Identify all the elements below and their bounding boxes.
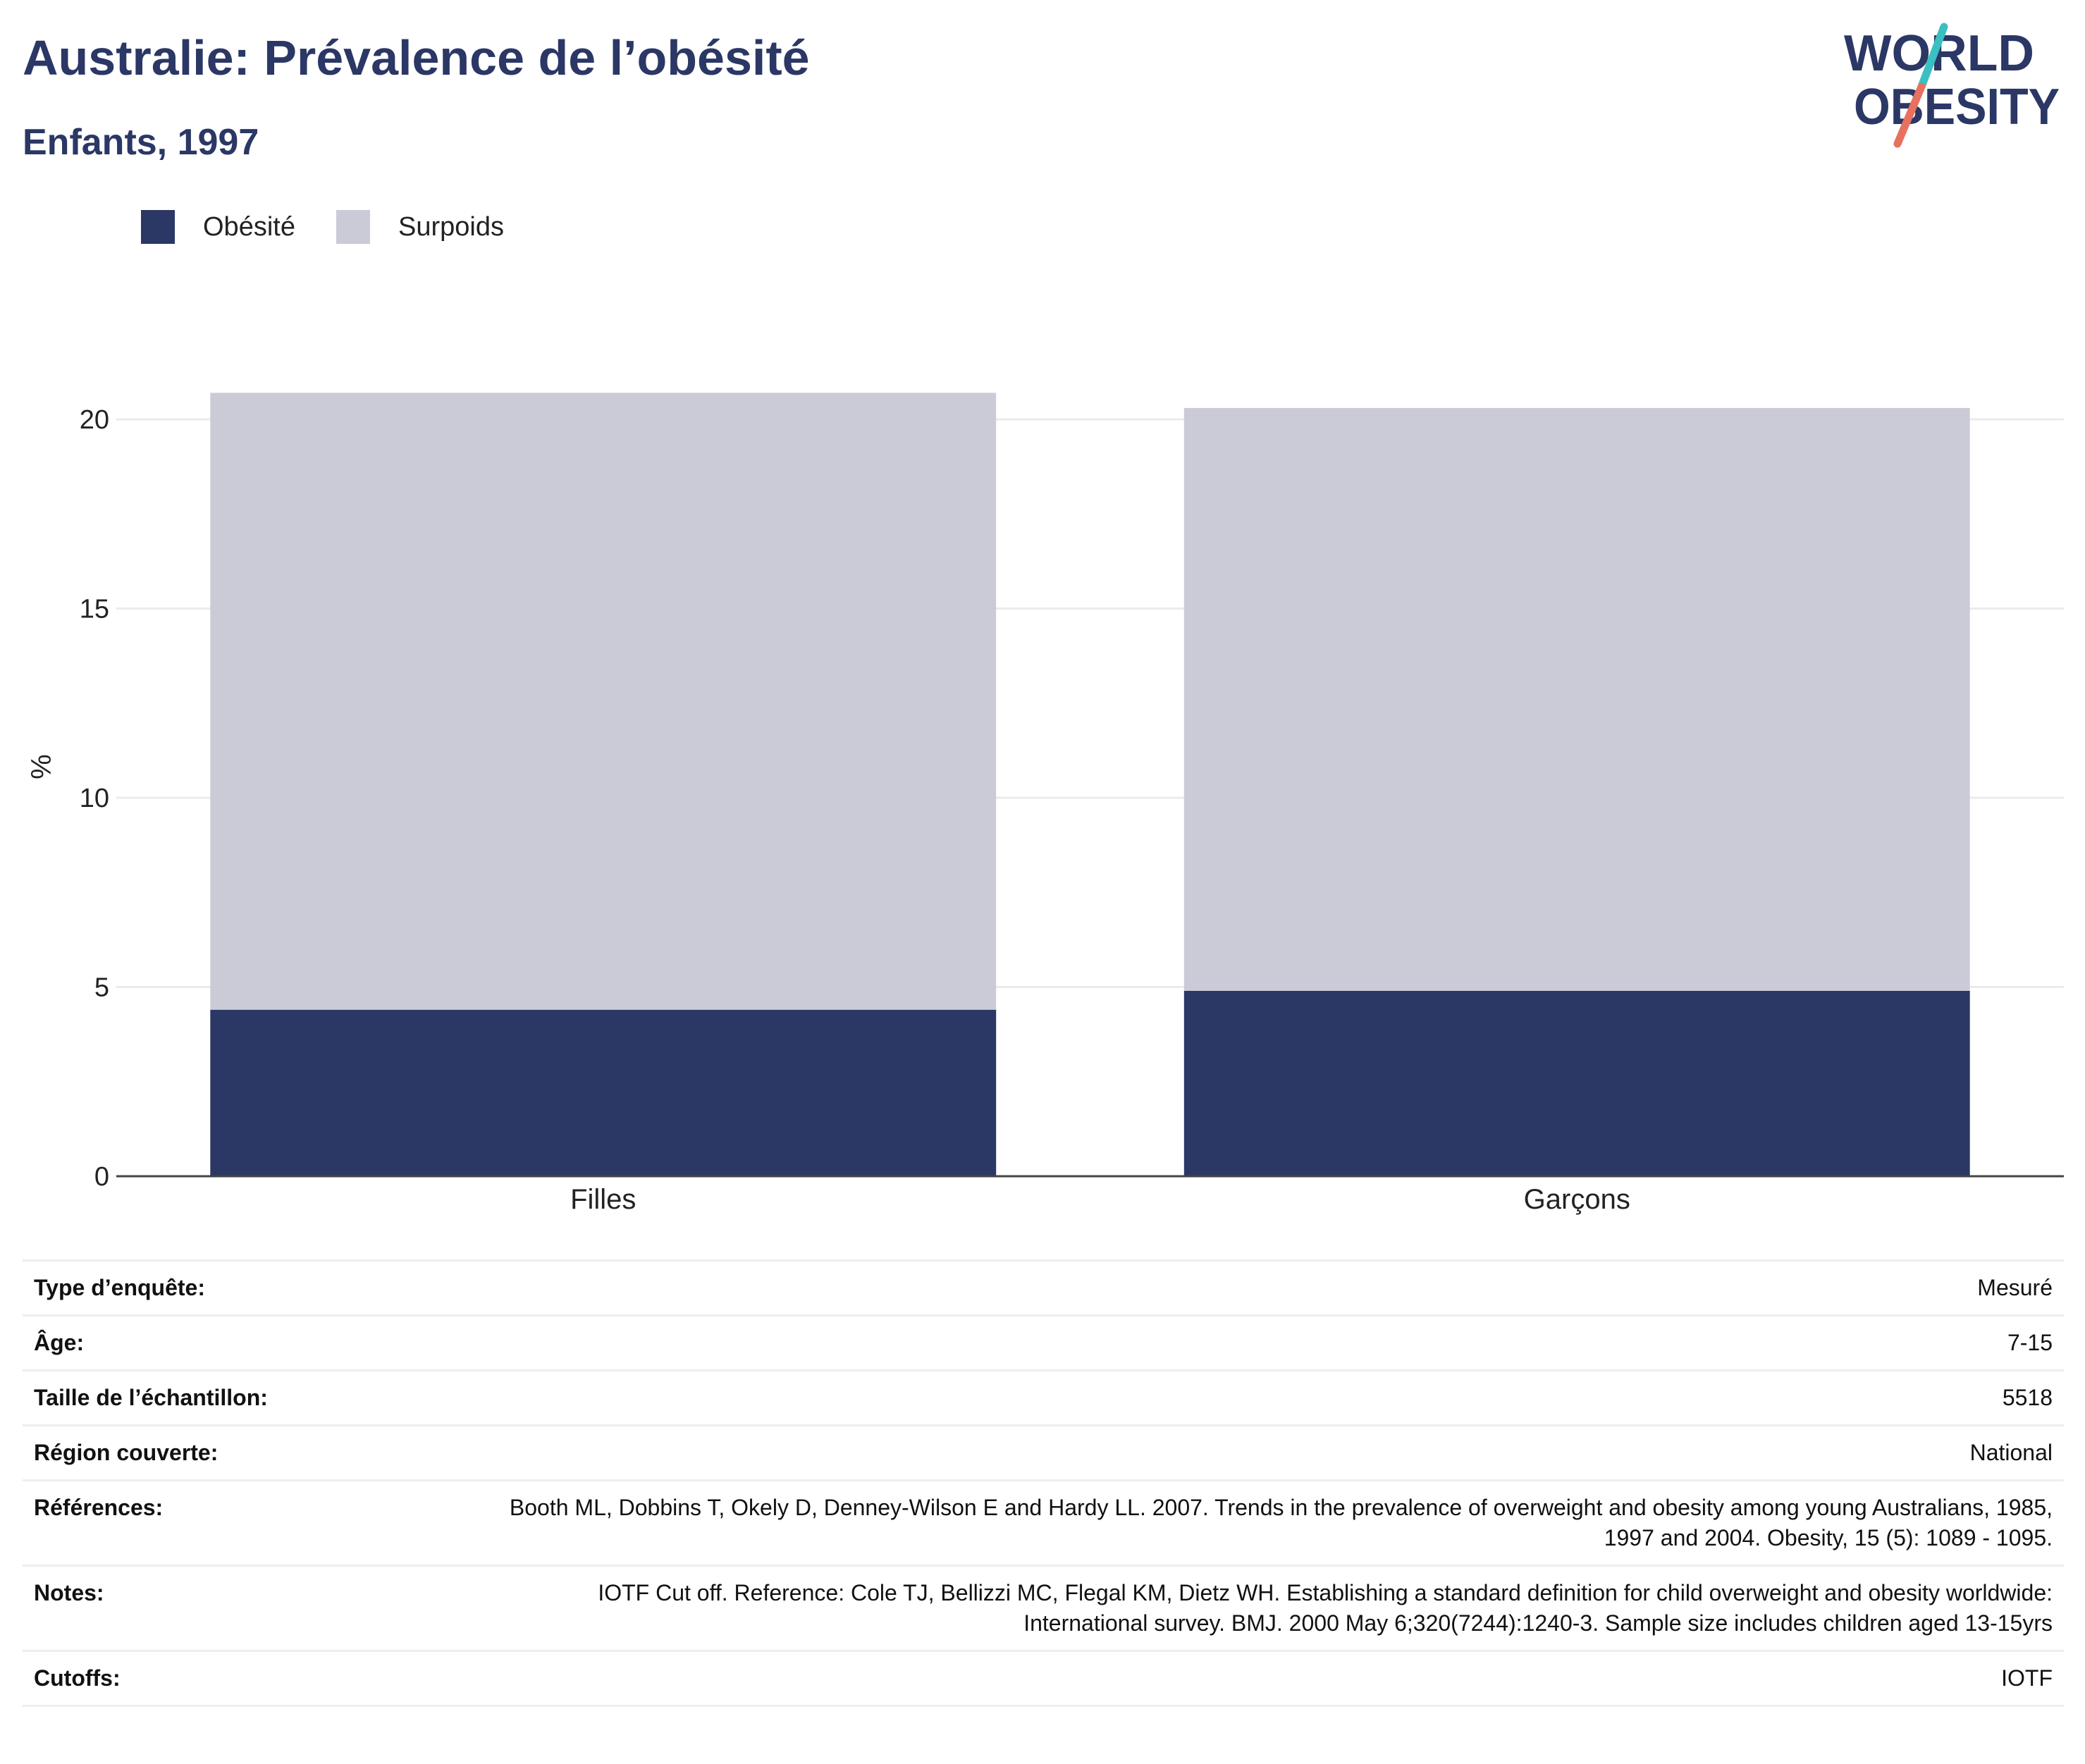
survey-detail-value: Booth ML, Dobbins T, Okely D, Denney-Wil… [468, 1479, 2064, 1567]
bar-obesity-0[interactable] [210, 1009, 997, 1176]
logo-slash-coral [1893, 82, 1926, 148]
survey-detail-value: IOTF [468, 1650, 2064, 1707]
legend-label-overweight: Surpoids [398, 211, 504, 242]
y-tick-label: 15 [80, 595, 109, 624]
survey-detail-row: Références: Booth ML, Dobbins T, Okely D,… [23, 1479, 2064, 1567]
legend-swatch-obesity [141, 210, 175, 244]
x-tick-label: Garçons [1524, 1184, 1630, 1215]
survey-detail-row: Type d’enquête: Mesuré [23, 1259, 2064, 1316]
survey-detail-value: 5518 [468, 1369, 2064, 1426]
chart-subtitle: Enfants, 1997 [23, 122, 259, 163]
chart-title: Australie: Prévalence de l’obésité [23, 30, 810, 85]
survey-detail-key: Notes: [23, 1565, 468, 1652]
x-tick-label: Filles [570, 1184, 636, 1215]
survey-detail-value: Mesuré [468, 1259, 2064, 1316]
bar-chart: 0 5 10 15 20 Filles Garçons% [26, 393, 2064, 1215]
world-obesity-logo: WORLD OBESITY [1844, 23, 2060, 148]
logo-slash-teal [1917, 23, 1948, 91]
bar-overweight-0[interactable] [210, 393, 997, 1010]
survey-details-table: Type d’enquête: Mesuré Âge: 7-15 Taille de l… [23, 1259, 2064, 1707]
y-tick-label: 10 [80, 784, 109, 813]
legend-swatch-overweight [336, 210, 370, 244]
survey-detail-row: Âge: 7-15 [23, 1314, 2064, 1371]
survey-detail-row: Région couverte: National [23, 1424, 2064, 1481]
survey-detail-key: Références: [23, 1479, 468, 1567]
survey-detail-value: National [468, 1424, 2064, 1481]
survey-detail-value: IOTF Cut off. Reference: Cole TJ, Belliz… [468, 1565, 2064, 1652]
y-axis-title: % [26, 754, 57, 779]
chart-legend: Obésité Surpoids [141, 210, 545, 244]
survey-detail-row: Notes: IOTF Cut off. Reference: Cole TJ, … [23, 1565, 2064, 1652]
survey-detail-key: Cutoffs: [23, 1650, 468, 1707]
chart-axes: 0 5 10 15 20 Filles Garçons% [26, 405, 2064, 1215]
survey-detail-key: Âge: [23, 1314, 468, 1371]
y-tick-label: 5 [94, 973, 109, 1003]
survey-detail-key: Région couverte: [23, 1424, 468, 1481]
legend-label-obesity: Obésité [203, 211, 295, 242]
logo-word-obesity: OBESITY [1854, 79, 2060, 135]
survey-detail-row: Cutoffs: IOTF [23, 1650, 2064, 1707]
chart-bars [210, 393, 1970, 1176]
legend-item-overweight[interactable]: Surpoids [336, 210, 504, 244]
bar-overweight-1[interactable] [1183, 407, 1970, 991]
bar-obesity-1[interactable] [1183, 990, 1970, 1176]
y-tick-label: 0 [94, 1162, 109, 1192]
survey-detail-key: Taille de l’échantillon: [23, 1369, 468, 1426]
survey-detail-row: Taille de l’échantillon: 5518 [23, 1369, 2064, 1426]
survey-detail-key: Type d’enquête: [23, 1259, 468, 1316]
survey-detail-value: 7-15 [468, 1314, 2064, 1371]
legend-item-obesity[interactable]: Obésité [141, 210, 295, 244]
y-tick-label: 20 [80, 405, 109, 435]
